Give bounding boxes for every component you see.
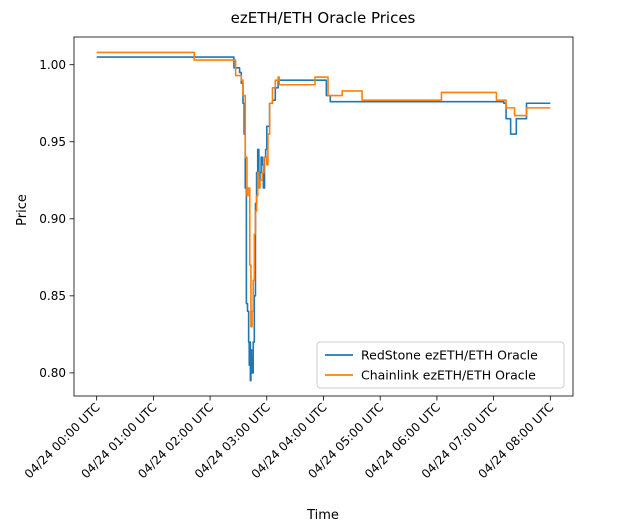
chart-title: ezETH/ETH Oracle Prices [231, 9, 416, 27]
y-tick-label: 0.85 [39, 289, 66, 303]
y-tick-label: 0.95 [39, 135, 66, 149]
legend-label: Chainlink ezETH/ETH Oracle [361, 368, 536, 383]
series-line-2 [96, 51, 551, 328]
legend-box [316, 341, 565, 389]
series-line-1 [96, 56, 551, 382]
y-axis-label: Price [15, 194, 30, 226]
legend-label: RedStone ezETH/ETH Oracle [361, 348, 538, 363]
series-layer [96, 51, 551, 382]
y-tick-label: 0.90 [39, 212, 66, 226]
legend: RedStone ezETH/ETH Oracle Chainlink ezETH… [316, 341, 565, 389]
y-tick-label: 1.00 [39, 58, 66, 72]
y-tick-label: 0.80 [39, 366, 66, 380]
y-axis: 0.80 0.85 0.90 0.95 1.00 [39, 58, 74, 380]
x-axis-label: Time [306, 508, 339, 523]
